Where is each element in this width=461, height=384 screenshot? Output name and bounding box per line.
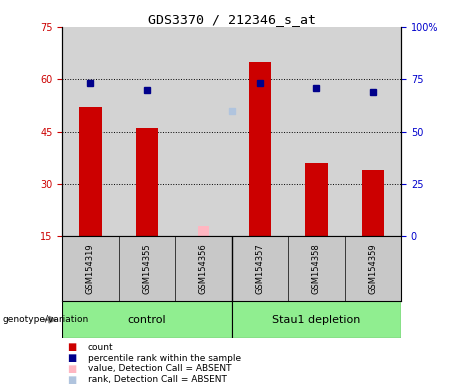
Bar [62, 301, 231, 338]
Text: rank, Detection Call = ABSENT: rank, Detection Call = ABSENT [88, 375, 226, 384]
Text: GSM154357: GSM154357 [255, 243, 265, 294]
Bar [305, 163, 328, 236]
Text: Stau1 depletion: Stau1 depletion [272, 314, 361, 325]
Text: GSM154355: GSM154355 [142, 243, 152, 294]
Bar [361, 170, 384, 236]
Text: ■: ■ [67, 353, 76, 363]
Bar [231, 301, 401, 338]
Text: GSM154358: GSM154358 [312, 243, 321, 294]
Bar [79, 107, 102, 236]
Text: percentile rank within the sample: percentile rank within the sample [88, 354, 241, 362]
Text: GSM154356: GSM154356 [199, 243, 208, 294]
Text: count: count [88, 343, 113, 352]
Text: GSM154359: GSM154359 [368, 243, 378, 294]
Text: genotype/variation: genotype/variation [2, 315, 89, 324]
Text: control: control [128, 314, 166, 325]
Bar [198, 226, 209, 236]
Text: ■: ■ [67, 375, 76, 384]
Text: GSM154319: GSM154319 [86, 243, 95, 294]
Bar [136, 128, 158, 236]
Text: ■: ■ [67, 364, 76, 374]
Text: value, Detection Call = ABSENT: value, Detection Call = ABSENT [88, 364, 231, 373]
Title: GDS3370 / 212346_s_at: GDS3370 / 212346_s_at [148, 13, 316, 26]
Text: ■: ■ [67, 343, 76, 353]
Bar [248, 62, 271, 236]
